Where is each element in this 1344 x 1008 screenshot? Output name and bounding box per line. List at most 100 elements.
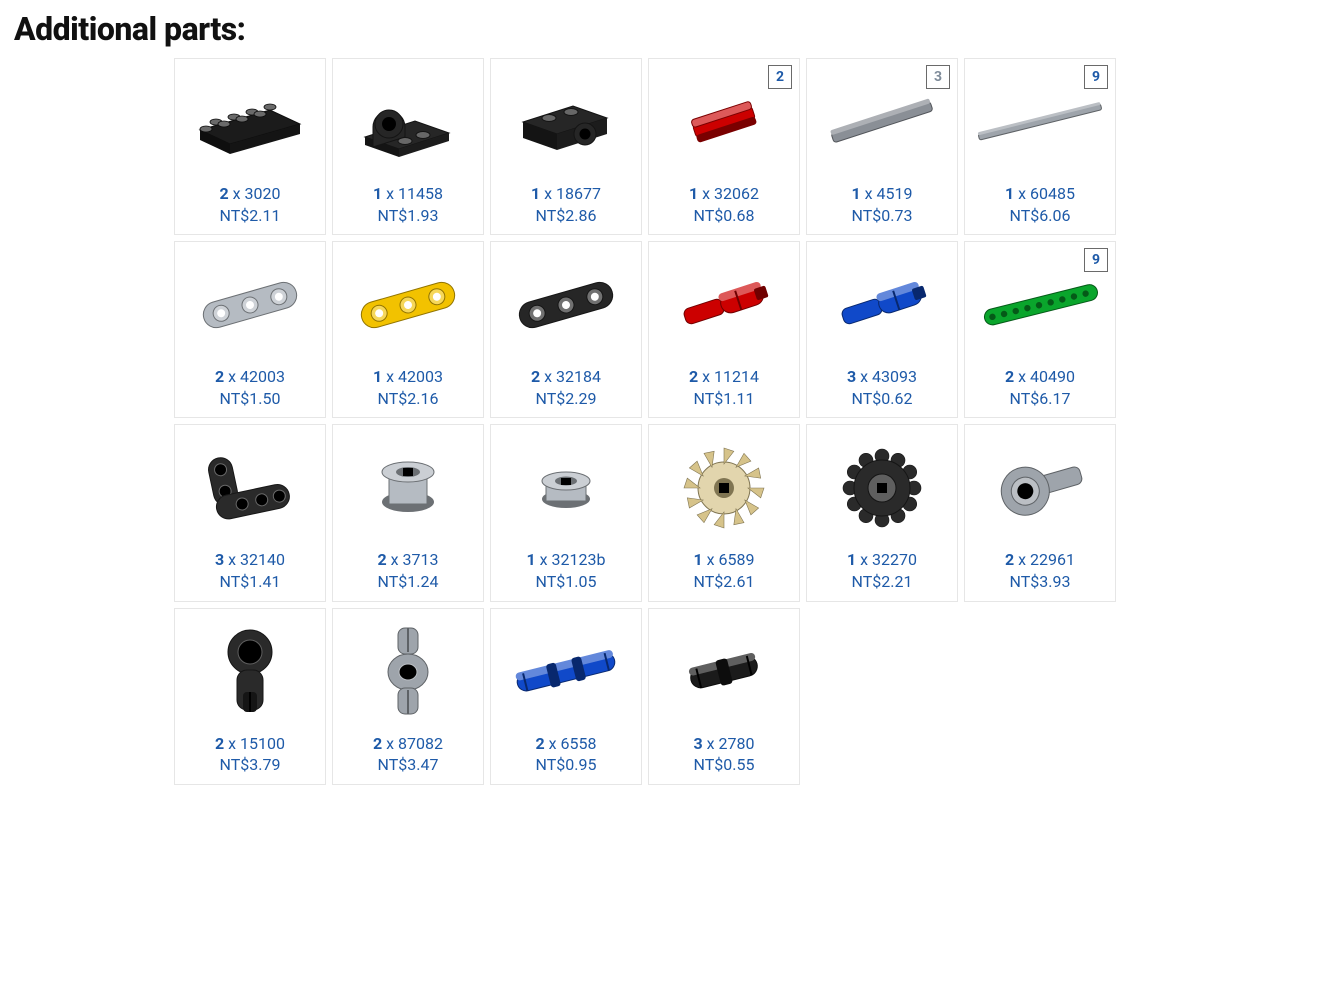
- part-thumb: [496, 613, 636, 731]
- part-card[interactable]: 2 x 22961NT$3.93: [964, 424, 1116, 601]
- part-price: NT$1.05: [526, 571, 605, 593]
- part-code: 32140: [240, 550, 285, 569]
- part-thumb: [496, 63, 636, 181]
- part-card[interactable]: 1 x 11458NT$1.93: [332, 58, 484, 235]
- part-thumb: 9: [970, 246, 1110, 364]
- part-qty: 1: [1005, 184, 1014, 203]
- part-code: 6558: [561, 734, 597, 753]
- part-card[interactable]: 91 x 60485NT$6.06: [964, 58, 1116, 235]
- part-code: 40490: [1030, 367, 1075, 386]
- part-qty: 2: [535, 734, 544, 753]
- part-info-link[interactable]: 1 x 32123bNT$1.05: [526, 549, 605, 592]
- part-thumb: [496, 429, 636, 547]
- part-code: x: [698, 184, 714, 203]
- part-card[interactable]: 92 x 40490NT$6.17: [964, 241, 1116, 418]
- part-code: x: [540, 367, 556, 386]
- part-card[interactable]: 1 x 18677NT$2.86: [490, 58, 642, 235]
- part-thumb: [180, 429, 320, 547]
- part-qty: 1: [373, 184, 382, 203]
- part-info-link[interactable]: 2 x 42003NT$1.50: [215, 366, 285, 409]
- part-card[interactable]: 1 x 32123bNT$1.05: [490, 424, 642, 601]
- part-qty: 3: [693, 734, 702, 753]
- part-price: NT$0.95: [535, 754, 596, 776]
- part-thumb: [338, 246, 478, 364]
- part-info-link[interactable]: 3 x 43093NT$0.62: [847, 366, 917, 409]
- part-thumb: [180, 246, 320, 364]
- part-info-link[interactable]: 2 x 3020NT$2.11: [219, 183, 280, 226]
- part-price: NT$1.11: [689, 388, 759, 410]
- part-thumb: [496, 246, 636, 364]
- part-thumb: [654, 246, 794, 364]
- part-code: x: [698, 367, 714, 386]
- part-info-link[interactable]: 1 x 32062NT$0.68: [689, 183, 759, 226]
- part-info-link[interactable]: 1 x 11458NT$1.93: [373, 183, 443, 226]
- part-code: x: [382, 367, 398, 386]
- part-qty: 1: [847, 550, 856, 569]
- part-info-link[interactable]: 2 x 11214NT$1.11: [689, 366, 759, 409]
- part-thumb: [338, 613, 478, 731]
- part-code: x: [856, 550, 872, 569]
- part-price: NT$0.55: [693, 754, 754, 776]
- part-info-link[interactable]: 2 x 87082NT$3.47: [373, 733, 443, 776]
- part-info-link[interactable]: 1 x 6589NT$2.61: [693, 549, 754, 592]
- section-title: Additional parts:: [14, 10, 1330, 48]
- part-info-link[interactable]: 1 x 42003 NT$2.16: [373, 366, 443, 409]
- part-code: 4519: [877, 184, 913, 203]
- part-qty: 2: [531, 367, 540, 386]
- part-card[interactable]: 3 x 32140NT$1.41: [174, 424, 326, 601]
- part-card[interactable]: 3 1 x 4519NT$0.73: [806, 58, 958, 235]
- part-qty: 2: [377, 550, 386, 569]
- part-card[interactable]: 21 x 32062NT$0.68: [648, 58, 800, 235]
- part-thumb: [812, 246, 952, 364]
- part-card[interactable]: 3 x 2780NT$0.55: [648, 608, 800, 785]
- part-thumb: 3: [812, 63, 952, 181]
- part-card[interactable]: 2 x 42003NT$1.50: [174, 241, 326, 418]
- part-card[interactable]: 2 x 87082NT$3.47: [332, 608, 484, 785]
- part-info-link[interactable]: 3 x 32140NT$1.41: [215, 549, 285, 592]
- part-card[interactable]: 2 x 6558NT$0.95: [490, 608, 642, 785]
- part-code: x: [382, 184, 398, 203]
- part-price: NT$3.47: [373, 754, 443, 776]
- part-info-link[interactable]: 2 x 15100NT$3.79: [215, 733, 285, 776]
- part-info-link[interactable]: 1 x 60485NT$6.06: [1005, 183, 1075, 226]
- part-thumb: [812, 429, 952, 547]
- part-price: NT$1.93: [373, 205, 443, 227]
- part-price: NT$2.29: [531, 388, 601, 410]
- part-info-link[interactable]: 2 x 22961NT$3.93: [1005, 549, 1075, 592]
- part-price: NT$2.16: [373, 388, 443, 410]
- part-code: 32123b: [552, 550, 606, 569]
- part-card[interactable]: 2 x 3713NT$1.24: [332, 424, 484, 601]
- part-thumb: [338, 63, 478, 181]
- part-info-link[interactable]: 2 x 40490NT$6.17: [1005, 366, 1075, 409]
- part-thumb: [654, 613, 794, 731]
- part-info-link[interactable]: 1 x 32270NT$2.21: [847, 549, 917, 592]
- part-thumb: 2: [654, 63, 794, 181]
- length-badge: 3: [926, 65, 950, 89]
- part-info-link[interactable]: 2 x 6558NT$0.95: [535, 733, 596, 776]
- part-code: 87082: [398, 734, 443, 753]
- part-card[interactable]: 1 x 42003 NT$2.16: [332, 241, 484, 418]
- part-code: x: [224, 550, 240, 569]
- part-qty: 1: [693, 550, 702, 569]
- part-qty: 1: [373, 367, 382, 386]
- part-price: NT$3.93: [1005, 571, 1075, 593]
- part-card[interactable]: 2 x 32184NT$2.29: [490, 241, 642, 418]
- part-card[interactable]: 2 x 3020NT$2.11: [174, 58, 326, 235]
- part-card[interactable]: 1 x 6589NT$2.61: [648, 424, 800, 601]
- part-code: 42003: [398, 367, 443, 386]
- part-info-link[interactable]: 2 x 3713NT$1.24: [377, 549, 438, 592]
- part-code: 11214: [714, 367, 759, 386]
- part-info-link[interactable]: 3 x 2780NT$0.55: [693, 733, 754, 776]
- part-info-link[interactable]: 1 x 18677NT$2.86: [531, 183, 601, 226]
- part-price: NT$1.50: [215, 388, 285, 410]
- part-code: x: [1014, 550, 1030, 569]
- part-price: NT$0.68: [689, 205, 759, 227]
- part-card[interactable]: 1 x 32270NT$2.21: [806, 424, 958, 601]
- part-card[interactable]: 3 x 43093NT$0.62: [806, 241, 958, 418]
- part-info-link[interactable]: 2 x 32184NT$2.29: [531, 366, 601, 409]
- part-card[interactable]: 2 x 11214NT$1.11: [648, 241, 800, 418]
- parts-grid: 2 x 3020NT$2.11 1 x 11458NT$1.93 1 x 18677…: [174, 58, 1330, 785]
- part-info-link[interactable]: 1 x 4519NT$0.73: [851, 183, 912, 226]
- part-card[interactable]: 2 x 15100NT$3.79: [174, 608, 326, 785]
- part-code: x: [545, 734, 561, 753]
